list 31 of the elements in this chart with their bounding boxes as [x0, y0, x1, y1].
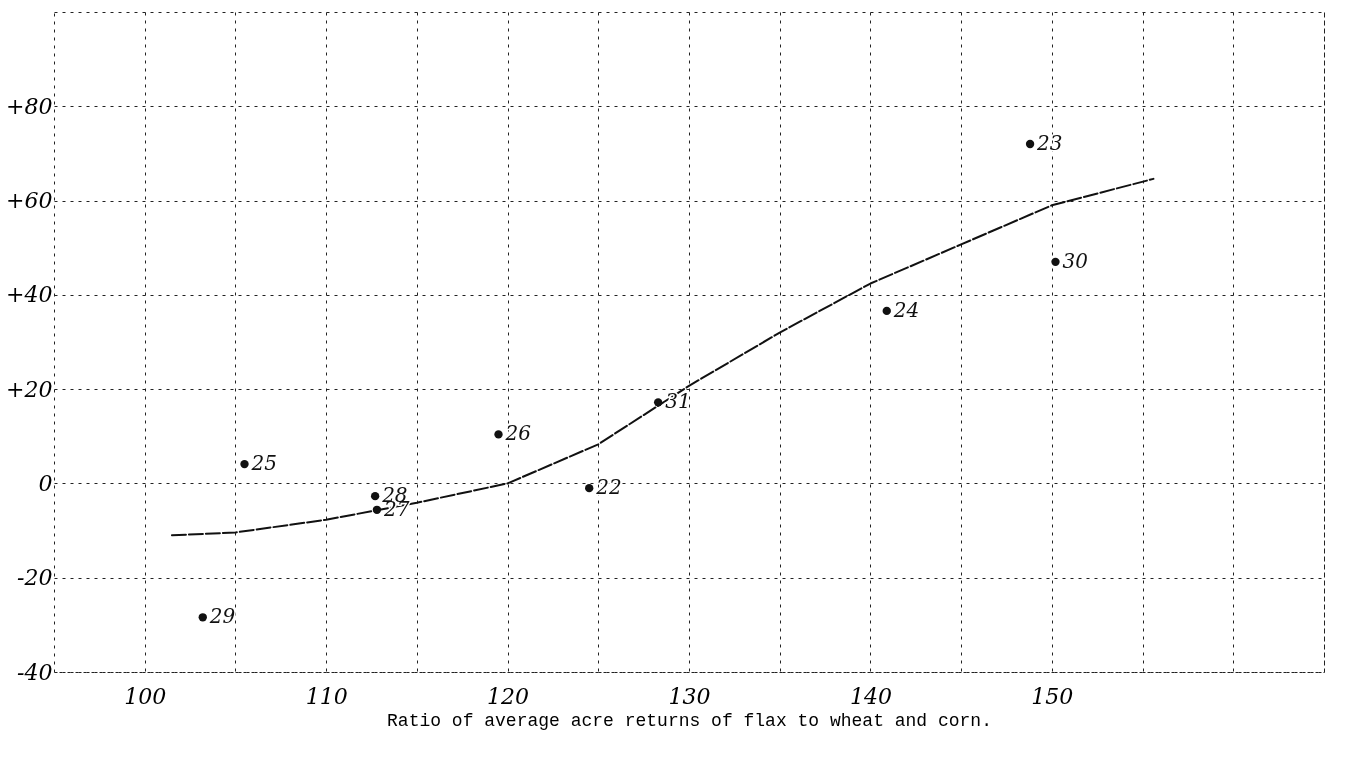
annotation: 30: [1062, 248, 1089, 273]
point: [240, 459, 249, 469]
point: [882, 306, 891, 316]
point: [370, 491, 380, 501]
y-tick-label: -40: [17, 659, 53, 685]
point: [198, 613, 207, 622]
y-tick-label: -20: [17, 565, 53, 591]
annotation: 23: [1036, 131, 1063, 155]
point: [1051, 257, 1060, 267]
annotation: 29: [208, 604, 236, 629]
y-tick-label: 0: [38, 470, 53, 496]
x-tick-label: 110: [305, 683, 348, 709]
x-tick-label: 130: [668, 683, 711, 709]
point: [585, 483, 594, 493]
x-tick-label: 140: [849, 683, 892, 709]
y-tick-label: +60: [6, 188, 53, 214]
annotation: 25: [250, 451, 277, 476]
y-tick-label: +80: [6, 93, 53, 119]
line-series: [170, 177, 1155, 537]
point: [1025, 139, 1035, 149]
x-tick-label: 150: [1031, 683, 1074, 709]
annotation: 26: [504, 421, 532, 446]
annotation: 22: [595, 475, 622, 500]
annotation: 31: [665, 389, 691, 414]
point: [494, 430, 503, 439]
annotation: 24: [892, 297, 920, 322]
x-tick-label: 120: [487, 683, 530, 709]
y-tick-label: +20: [6, 376, 53, 402]
y-tick-label: +40: [6, 282, 53, 308]
x-tick-label: 100: [124, 683, 167, 709]
x-axis-title: Ratio of average acre returns of flax to wheat and corn.: [387, 710, 992, 731]
